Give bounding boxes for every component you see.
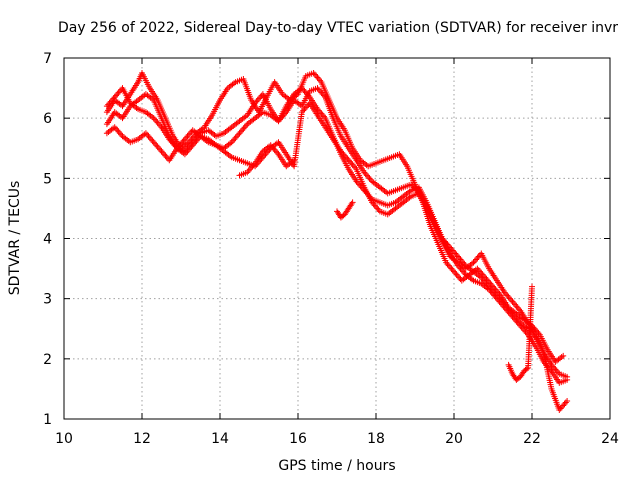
x-tick-label: 14 [211, 431, 229, 447]
data-point [564, 397, 571, 404]
data-point [529, 283, 535, 290]
x-tick-label: 22 [523, 431, 541, 447]
y-axis-ticks: 1 2 3 4 5 6 7 [43, 51, 610, 428]
x-tick-label: 16 [289, 431, 307, 447]
data-point [560, 352, 567, 359]
data-point [564, 376, 571, 383]
x-tick-label: 10 [55, 431, 73, 447]
y-tick-label: 4 [43, 232, 52, 248]
data-point [523, 365, 530, 372]
x-tick-label: 12 [133, 431, 151, 447]
y-tick-label: 1 [43, 412, 52, 428]
x-tick-label: 18 [367, 431, 385, 447]
data-point [349, 199, 356, 206]
y-tick-label: 3 [43, 292, 52, 308]
x-axis-label: GPS time / hours [278, 458, 395, 474]
x-tick-label: 24 [601, 431, 619, 447]
x-axis-ticks: 10 12 14 16 18 20 22 24 [55, 58, 619, 447]
y-axis-label: SDTVAR / TECUs [7, 181, 23, 296]
grid-lines [64, 58, 610, 419]
y-tick-label: 5 [43, 171, 52, 187]
data-points [103, 70, 571, 413]
chart-title: Day 256 of 2022, Sidereal Day-to-day VTE… [58, 20, 618, 36]
y-tick-label: 2 [43, 352, 52, 368]
y-tick-label: 6 [43, 111, 52, 127]
y-tick-label: 7 [43, 51, 52, 67]
x-tick-label: 20 [445, 431, 463, 447]
data-point [291, 157, 298, 164]
